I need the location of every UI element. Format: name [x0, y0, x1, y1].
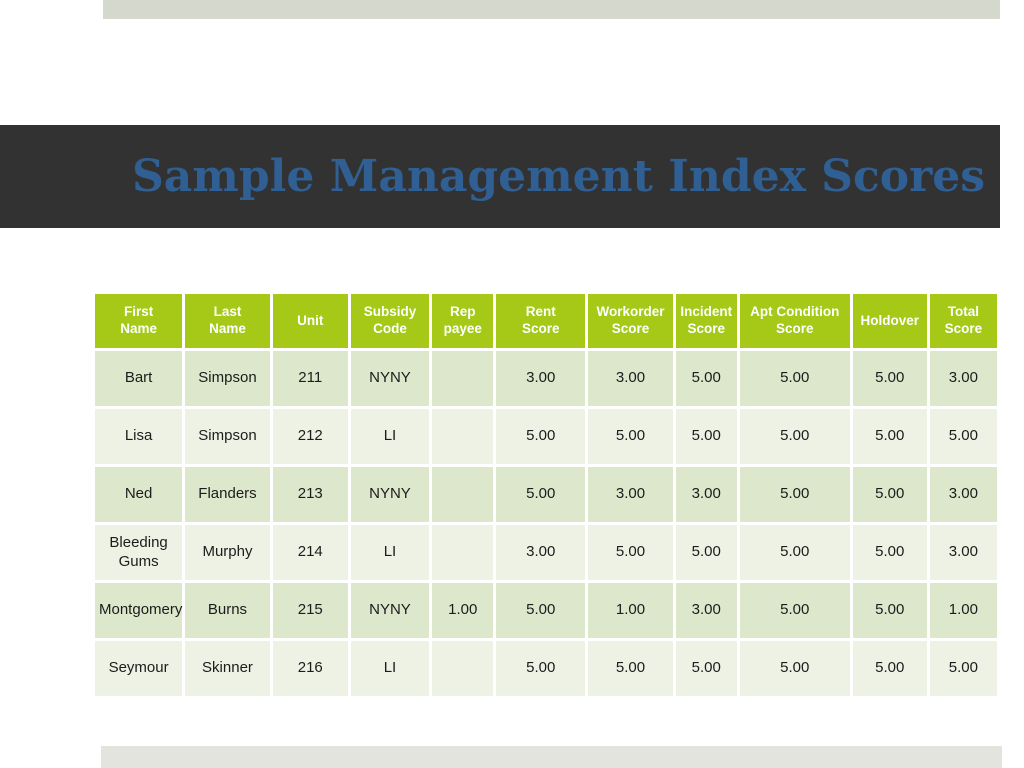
- table-row: Lisa Simpson 212 LI 5.00 5.00 5.00 5.00 5.00 5.00: [95, 409, 997, 464]
- column-header: Apt Condition Score: [739, 294, 850, 348]
- table-cell: 3.00: [675, 583, 737, 638]
- table-row: Ned Flanders 213 NYNY 5.00 3.00 3.00 5.00 5.00 3.…: [95, 467, 997, 522]
- top-accent-bar: [103, 0, 1000, 19]
- table-cell: 5.00: [496, 641, 586, 696]
- table-cell: 5.00: [588, 641, 673, 696]
- table-cell: 1.00: [432, 583, 494, 638]
- table-row: Montgomery Burns 215 NYNY 1.00 5.00 1.00 3.00 5.…: [95, 583, 997, 638]
- table-cell: [432, 641, 494, 696]
- table-cell: 213: [272, 467, 348, 522]
- column-header: Total Score: [929, 294, 997, 348]
- table-cell: 216: [272, 641, 348, 696]
- column-header: Rep payee: [432, 294, 494, 348]
- table-cell: 3.00: [588, 467, 673, 522]
- table-cell: Montgomery: [95, 583, 182, 638]
- table-cell: Lisa: [95, 409, 183, 464]
- table-row: Seymour Skinner 216 LI 5.00 5.00 5.00 5.00 5.00 5…: [95, 641, 997, 696]
- column-header: Incident Score: [675, 294, 737, 348]
- table-cell: [432, 409, 494, 464]
- table-cell: NYNY: [350, 351, 430, 406]
- table-cell: 3.00: [929, 525, 997, 580]
- column-header: Holdover: [852, 294, 927, 348]
- table-cell: 5.00: [852, 467, 927, 522]
- table-cell: 3.00: [588, 351, 673, 406]
- table-cell: LI: [350, 525, 430, 580]
- table-cell: LI: [350, 409, 430, 464]
- table-cell: 5.00: [929, 641, 997, 696]
- page-title: Sample Management Index Scores: [132, 151, 986, 202]
- table-cell: [432, 525, 494, 580]
- table-cell: 3.00: [496, 351, 586, 406]
- table-cell: 211: [272, 351, 348, 406]
- table-cell: NYNY: [350, 467, 430, 522]
- table-cell: 5.00: [496, 583, 586, 638]
- table-cell: Murphy: [185, 525, 270, 580]
- table-row: Bart Simpson 211 NYNY 3.00 3.00 5.00 5.00 5.00 3.…: [95, 351, 997, 406]
- table-cell: Burns: [185, 583, 270, 638]
- table-cell: 5.00: [739, 525, 850, 580]
- table-cell: 5.00: [675, 409, 737, 464]
- table-cell: 5.00: [739, 641, 850, 696]
- table-cell: Simpson: [185, 409, 270, 464]
- table-cell: 5.00: [496, 467, 586, 522]
- table-cell: Flanders: [185, 467, 270, 522]
- score-table-body: Bart Simpson 211 NYNY 3.00 3.00 5.00 5.00 5.00 3.…: [95, 351, 997, 696]
- table-cell: 5.00: [739, 409, 850, 464]
- bottom-accent-bar: [101, 746, 1002, 768]
- column-header: Rent Score: [496, 294, 586, 348]
- table-cell: 5.00: [588, 409, 673, 464]
- table-cell: 5.00: [929, 409, 997, 464]
- table-cell: 3.00: [496, 525, 586, 580]
- table-cell: Skinner: [185, 641, 270, 696]
- table-cell: 5.00: [739, 351, 850, 406]
- table-cell: LI: [350, 641, 430, 696]
- table-cell: Seymour: [95, 641, 183, 696]
- table-cell: 5.00: [588, 525, 673, 580]
- table-cell: 5.00: [675, 351, 737, 406]
- table-row: Bleeding Gums Murphy 214 LI 3.00 5.00 5.00 5.00…: [95, 525, 997, 580]
- table-cell: 5.00: [496, 409, 586, 464]
- table-cell: 5.00: [675, 525, 737, 580]
- table-cell: 5.00: [852, 351, 927, 406]
- table-cell: 5.00: [739, 467, 850, 522]
- table-cell: 214: [272, 525, 348, 580]
- table-cell: Simpson: [185, 351, 270, 406]
- table-cell: 5.00: [852, 409, 927, 464]
- title-banner: Sample Management Index Scores: [0, 125, 1000, 228]
- scores-table-container: First Name Last Name Unit Subsidy Code Rep p…: [92, 291, 1000, 699]
- table-cell: [432, 467, 494, 522]
- table-cell: Ned: [95, 467, 183, 522]
- column-header: Last Name: [185, 294, 270, 348]
- table-cell: 1.00: [588, 583, 673, 638]
- score-table-header-row: First Name Last Name Unit Subsidy Code Rep p…: [95, 294, 997, 348]
- table-cell: 5.00: [852, 641, 927, 696]
- table-cell: 1.00: [929, 583, 997, 638]
- table-cell: 5.00: [852, 583, 927, 638]
- table-cell: 5.00: [675, 641, 737, 696]
- table-cell: 3.00: [929, 351, 997, 406]
- table-cell: 3.00: [675, 467, 737, 522]
- table-cell: 215: [272, 583, 348, 638]
- table-cell: 5.00: [739, 583, 850, 638]
- column-header: First Name: [95, 294, 183, 348]
- table-cell: Bleeding Gums: [95, 525, 183, 580]
- column-header: Workorder Score: [588, 294, 673, 348]
- table-cell: [432, 351, 494, 406]
- scores-table: First Name Last Name Unit Subsidy Code Rep p…: [92, 291, 1000, 699]
- table-cell: NYNY: [350, 583, 430, 638]
- table-cell: 5.00: [852, 525, 927, 580]
- table-cell: 212: [272, 409, 348, 464]
- column-header: Unit: [272, 294, 348, 348]
- table-cell: 3.00: [929, 467, 997, 522]
- table-cell: Bart: [95, 351, 183, 406]
- column-header: Subsidy Code: [350, 294, 430, 348]
